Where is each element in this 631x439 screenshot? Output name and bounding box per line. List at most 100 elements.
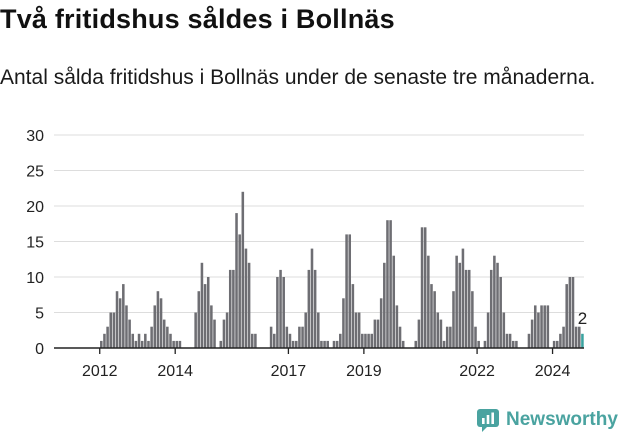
bar	[505, 333, 509, 348]
bar	[452, 291, 455, 348]
bar	[279, 269, 282, 348]
bar	[282, 277, 285, 348]
bar	[112, 312, 116, 348]
bar	[125, 305, 128, 348]
bar	[376, 319, 380, 348]
bar	[122, 284, 125, 348]
bar	[373, 319, 377, 348]
bar	[530, 319, 534, 348]
y-tick-label: 0	[35, 341, 44, 358]
bar	[389, 220, 392, 348]
bar	[298, 326, 301, 348]
bar	[276, 277, 279, 348]
bar	[379, 298, 383, 348]
bar	[370, 333, 374, 348]
y-tick-label: 20	[26, 199, 44, 216]
bar	[115, 291, 119, 348]
newsworthy-logo-icon	[477, 409, 499, 432]
bar	[420, 227, 424, 348]
bar	[335, 340, 339, 348]
last-value-label: 2	[578, 309, 587, 328]
bar	[565, 284, 568, 348]
x-tick-label: 2012	[82, 363, 118, 380]
bar	[578, 326, 581, 348]
bar	[103, 333, 106, 348]
bar	[477, 340, 480, 348]
bar	[153, 305, 157, 348]
bar	[354, 312, 358, 348]
bar	[515, 340, 518, 348]
bar	[546, 305, 550, 348]
x-tick-label: 2022	[459, 363, 495, 380]
bar	[210, 305, 213, 348]
chart-subtitle: Antal sålda fritidshus i Bollnäs under d…	[0, 66, 596, 89]
bar	[401, 340, 405, 348]
bar	[272, 333, 276, 348]
logo-text: Newsworthy	[506, 409, 618, 430]
bar	[203, 284, 207, 348]
bar	[442, 340, 446, 348]
bar	[339, 333, 342, 348]
bar	[483, 340, 487, 348]
bar	[361, 333, 364, 348]
bar	[552, 340, 556, 348]
bar	[445, 326, 449, 348]
bar	[294, 340, 298, 348]
bar	[241, 191, 245, 348]
bar	[156, 291, 160, 348]
bar	[449, 326, 452, 348]
bar	[254, 333, 257, 348]
y-tick-label: 15	[26, 235, 44, 252]
bar	[486, 312, 490, 348]
bar	[511, 340, 515, 348]
bar	[345, 234, 348, 348]
bar	[131, 333, 135, 348]
bar	[571, 277, 575, 348]
bar	[543, 305, 546, 348]
bar	[499, 277, 502, 348]
bar	[147, 340, 150, 348]
bar	[200, 262, 204, 348]
bar	[537, 312, 540, 348]
bar	[137, 333, 141, 348]
bar	[417, 319, 421, 348]
bar	[140, 340, 144, 348]
bar	[433, 291, 436, 348]
bar	[414, 340, 418, 348]
bar-highlight	[581, 333, 584, 348]
bar	[348, 234, 352, 348]
bar	[392, 255, 396, 348]
bar	[574, 326, 578, 348]
bar	[244, 248, 248, 348]
bar	[395, 305, 399, 348]
bar	[502, 312, 506, 348]
bar-chart: 0 5 10 15 20 25 30 2012 2014 2017 2019 2022 2024 2	[26, 128, 587, 380]
bar	[166, 326, 169, 348]
bar	[144, 333, 147, 348]
y-tick-label: 25	[26, 164, 44, 181]
newsworthy-logo[interactable]: Newsworthy	[476, 408, 618, 432]
bar	[222, 319, 226, 348]
bar	[427, 255, 430, 348]
bar	[225, 312, 229, 348]
bar	[317, 312, 320, 348]
bar	[386, 220, 389, 348]
bar	[118, 298, 122, 348]
bar	[555, 340, 559, 348]
bar	[364, 333, 367, 348]
bar	[232, 269, 235, 348]
bar	[159, 298, 163, 348]
bar	[269, 326, 273, 348]
bar	[568, 277, 572, 348]
bar	[562, 326, 565, 348]
bar	[320, 340, 323, 348]
bar	[527, 333, 531, 348]
y-tick-label: 5	[35, 306, 44, 323]
bar	[228, 269, 232, 348]
bar	[474, 326, 477, 348]
bar	[342, 298, 345, 348]
bar	[496, 262, 499, 348]
x-tick-label: 2019	[346, 363, 382, 380]
bar	[367, 333, 370, 348]
bar	[310, 248, 314, 348]
